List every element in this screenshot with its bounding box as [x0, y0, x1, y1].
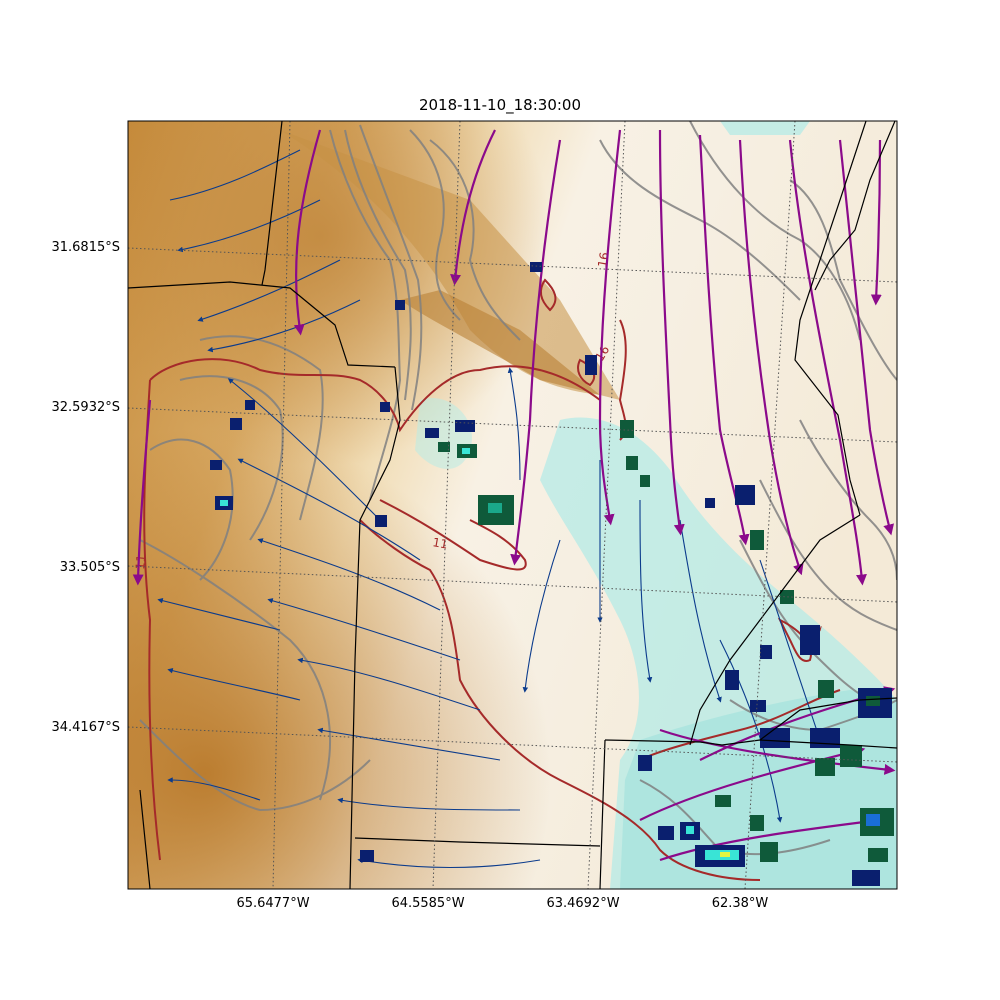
contour-label: 11 [431, 535, 448, 551]
map-plot-area: 16 16 11 11 11 [128, 121, 897, 889]
map-title: 2018-11-10_18:30:00 [418, 96, 582, 114]
lon-label: 65.6477°W [236, 896, 310, 911]
convective-cells [210, 262, 894, 886]
lat-label: 32.5932°S [51, 400, 120, 415]
lat-label: 31.6815°S [51, 240, 120, 255]
red-contours [143, 278, 841, 881]
lon-label: 64.5585°W [391, 896, 465, 911]
purple-streamlines [132, 129, 896, 862]
map-frame-border [127, 120, 898, 890]
graticule [128, 121, 897, 889]
blue-streamlines [157, 149, 822, 869]
lat-label: 34.4167°S [51, 720, 120, 735]
lon-label: 62.38°W [711, 896, 769, 911]
contour-label: 11 [133, 554, 148, 570]
lat-label: 33.505°S [59, 560, 120, 575]
contour-label: 16 [595, 251, 611, 268]
province-borders [128, 121, 897, 889]
lon-label: 63.4692°W [546, 896, 620, 911]
